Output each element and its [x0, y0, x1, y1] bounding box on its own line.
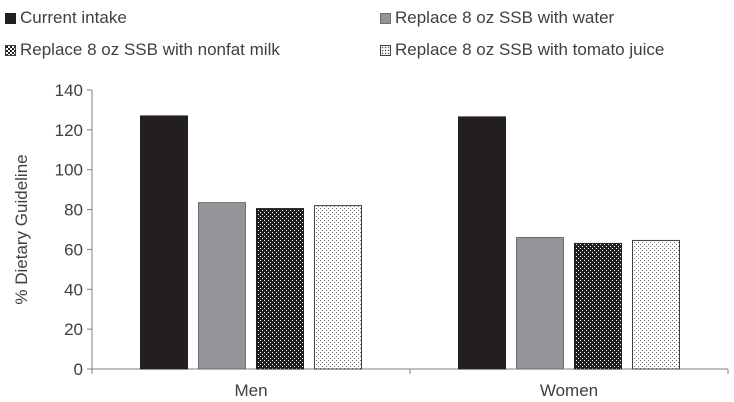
legend-item-tomato-juice: Replace 8 oz SSB with tomato juice: [380, 40, 664, 60]
legend-label-water: Replace 8 oz SSB with water: [395, 8, 615, 27]
legend-item-nonfat-milk: Replace 8 oz SSB with nonfat milk: [5, 40, 280, 60]
legend-item-current-intake: Current intake: [5, 8, 127, 28]
legend: Current intake Replace 8 oz SSB with wat…: [0, 0, 734, 70]
legend-label-current-intake: Current intake: [20, 8, 127, 27]
legend-swatch-current-intake: [5, 12, 16, 24]
y-axis-title: % Dietary Guideline: [12, 154, 31, 304]
x-category-label: Men: [234, 381, 267, 400]
bar-men-series-1: [198, 202, 246, 370]
bar-women-series-2: [574, 242, 622, 370]
axis-labels: 0 20 40 60 80 100 120 140 % Dietary Guideline Men…: [12, 81, 598, 400]
legend-item-water: Replace 8 oz SSB with water: [380, 8, 614, 28]
bar-women-series-0: [458, 116, 506, 370]
legend-swatch-tomato-juice: [380, 44, 391, 56]
legend-swatch-nonfat-milk: [5, 44, 16, 56]
y-tick-label: 0: [74, 360, 83, 379]
legend-swatch-water: [380, 12, 391, 24]
bar-men-series-0: [140, 115, 188, 370]
bar-men-series-2: [256, 208, 304, 370]
legend-label-nonfat-milk: Replace 8 oz SSB with nonfat milk: [20, 40, 280, 59]
x-category-label: Women: [540, 381, 598, 400]
y-tick-label: 80: [64, 201, 83, 220]
y-tick-label: 60: [64, 240, 83, 259]
y-tick-label: 20: [64, 320, 83, 339]
y-tick-label: 140: [55, 81, 83, 100]
legend-label-tomato-juice: Replace 8 oz SSB with tomato juice: [395, 40, 665, 59]
bar-women-series-3: [632, 239, 680, 370]
y-tick-label: 100: [55, 161, 83, 180]
bar-women-series-1: [516, 236, 564, 370]
bar-men-series-3: [314, 205, 362, 370]
y-tick-label: 120: [55, 121, 83, 140]
y-tick-label: 40: [64, 280, 83, 299]
bars: [140, 115, 680, 370]
